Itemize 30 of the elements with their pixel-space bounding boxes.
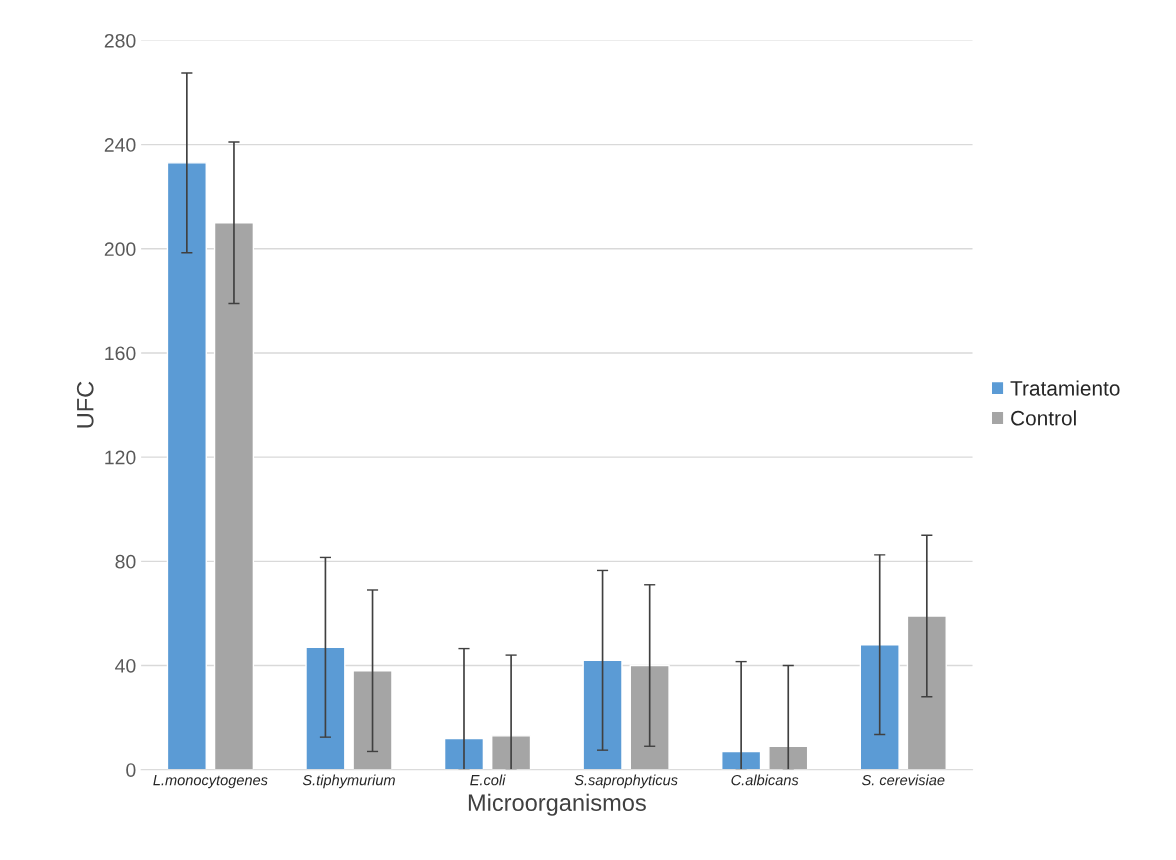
y-tick-label: 160 bbox=[105, 346, 136, 361]
bar bbox=[859, 643, 900, 770]
bar bbox=[491, 735, 532, 770]
bar bbox=[582, 659, 623, 770]
y-axis-title: UFC bbox=[76, 381, 94, 428]
bar bbox=[906, 615, 947, 770]
bar bbox=[443, 737, 485, 770]
y-tick-label: 120 bbox=[105, 450, 136, 465]
x-tick-label: S. cerevisiae bbox=[861, 774, 945, 786]
legend-label: Tratamiento bbox=[1010, 380, 1120, 396]
bar bbox=[352, 670, 393, 770]
x-tick-label: S.tiphymurium bbox=[302, 774, 395, 789]
x-tick-label: E.coli bbox=[470, 774, 506, 786]
x-tick-label: L.monocytogenes bbox=[153, 775, 268, 789]
bar bbox=[213, 222, 255, 770]
bar bbox=[768, 745, 809, 770]
bar bbox=[166, 162, 207, 770]
x-axis-title: Microorganismos bbox=[468, 793, 646, 816]
bar bbox=[305, 646, 346, 770]
y-tick-label: 80 bbox=[115, 554, 136, 569]
y-tick-label: 200 bbox=[104, 242, 136, 257]
y-tick-label: 280 bbox=[104, 33, 136, 48]
bar bbox=[721, 750, 762, 770]
y-tick-label: 0 bbox=[126, 763, 136, 777]
y-tick-label: 40 bbox=[115, 658, 136, 673]
legend-label: Control bbox=[1011, 410, 1076, 426]
y-tick-label: 240 bbox=[104, 138, 136, 152]
x-tick-label: C.albicans bbox=[731, 774, 799, 786]
x-tick-label: S.saprophyticus bbox=[574, 774, 678, 789]
bar bbox=[629, 664, 670, 770]
